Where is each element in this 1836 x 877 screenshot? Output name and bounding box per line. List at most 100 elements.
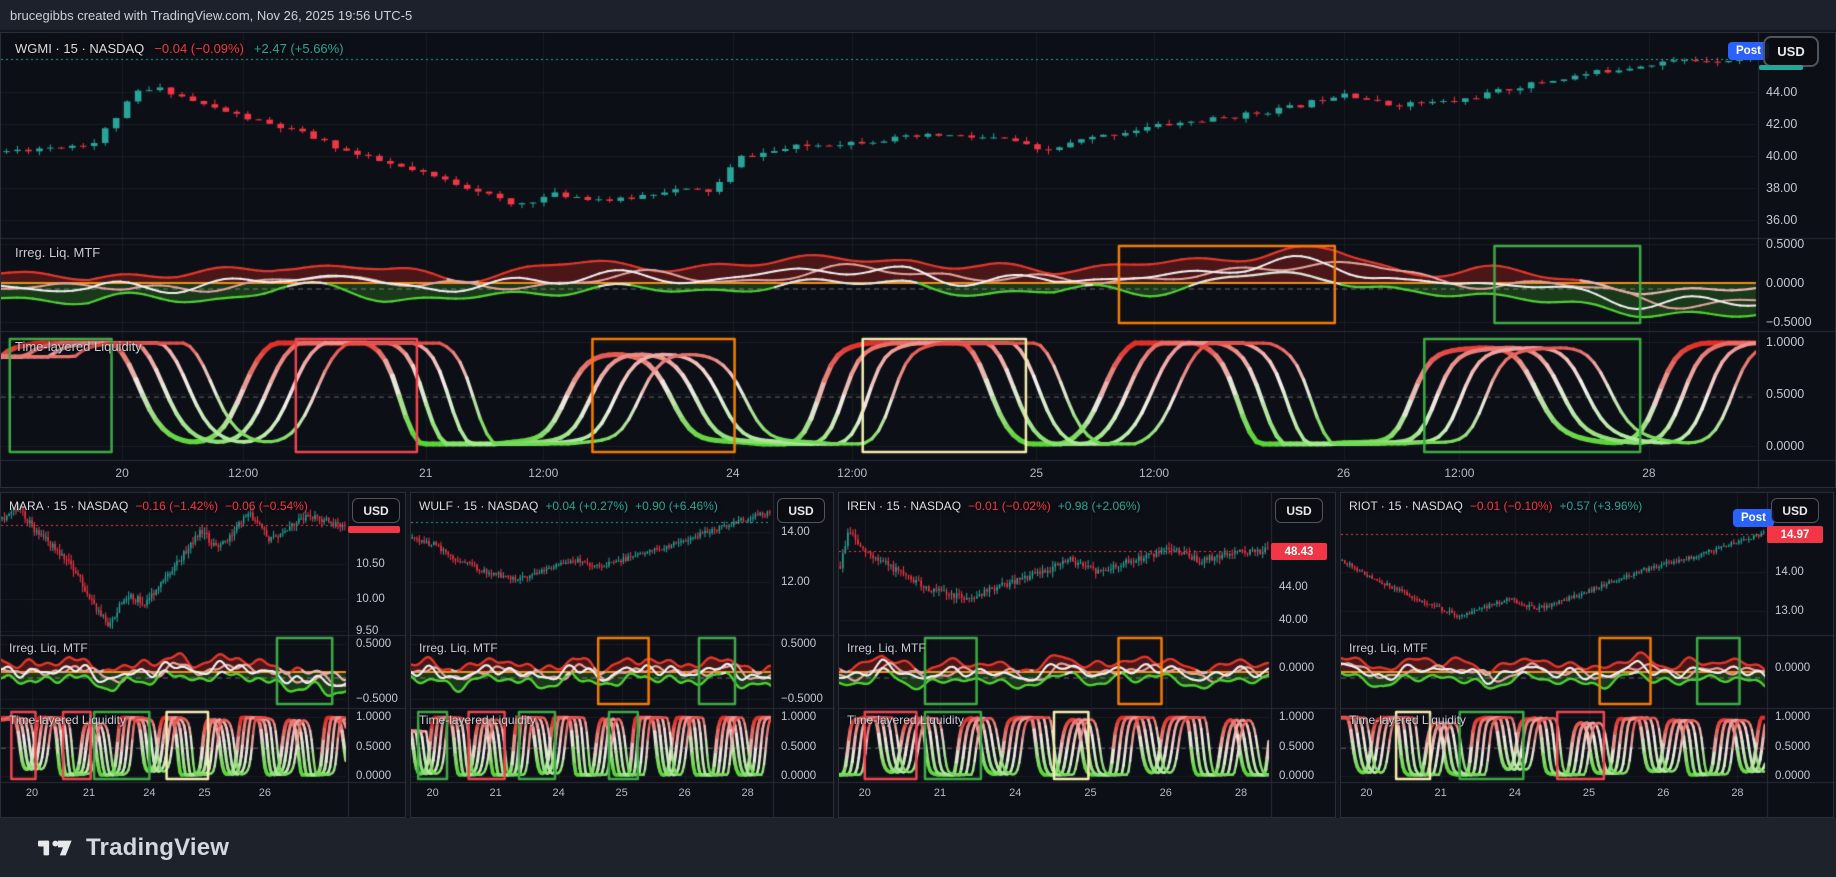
time-axis-label: 20: [1360, 787, 1373, 799]
iren-chart-canvas[interactable]: [839, 493, 1337, 819]
currency-button[interactable]: USD: [1771, 498, 1819, 523]
time-axis-label: 20: [426, 787, 439, 799]
price-axis-label: −0.5000: [1766, 315, 1812, 329]
change-day: +2.47 (+5.66%): [253, 41, 344, 56]
currency-button[interactable]: USD: [1275, 498, 1323, 523]
last-price-tag: 14.97: [1767, 526, 1823, 543]
indicator-label-irreg[interactable]: Irreg. Liq. MTF: [847, 641, 926, 655]
time-axis-label: 12:00: [837, 466, 868, 480]
last-price-tag: 48.43: [1271, 543, 1327, 560]
symbol-title[interactable]: RIOT · 15 · NASDAQ: [1349, 499, 1463, 513]
indicator-label-liq[interactable]: Time-layered Liquidity: [847, 713, 964, 727]
indicator-label-liq[interactable]: Time-layered Liquidity: [419, 713, 536, 727]
indicator-label-irreg[interactable]: Irreg. Liq. MTF: [1349, 641, 1428, 655]
price-axis-label: 1.0000: [356, 711, 392, 723]
indicator-label-liq[interactable]: Time-layered Liquidity: [1349, 713, 1466, 727]
time-axis-label: 25: [1029, 466, 1044, 480]
time-axis-label: 25: [1084, 787, 1097, 799]
price-axis-label: 0.5000: [356, 638, 392, 650]
time-axis-label: 21: [933, 787, 947, 799]
price-axis-label: 14.00: [1775, 566, 1804, 578]
price-axis-label: 0.5000: [1766, 237, 1805, 251]
price-axis-label: 44.00: [1766, 85, 1798, 99]
attribution-text: brucegibbs created with TradingView.com,…: [10, 7, 413, 23]
mini-chart-legend: MARA · 15 · NASDAQ −0.16 (−1.42%) −0.06 …: [9, 499, 308, 513]
indicator-label-liq[interactable]: Time-layered Liquidity: [9, 713, 126, 727]
price-axis-label: 12.00: [781, 576, 810, 588]
time-axis-label: 28: [1234, 787, 1248, 799]
currency-button[interactable]: USD: [352, 498, 400, 523]
price-axis-label: 0.5000: [1766, 387, 1805, 401]
last-price-tag: [1759, 65, 1803, 70]
symbol-title[interactable]: WGMI · 15 · NASDAQ: [15, 41, 145, 56]
indicator-label-liq[interactable]: Time-layered Liquidity: [15, 339, 142, 354]
mini-chart-legend: WULF · 15 · NASDAQ +0.04 (+0.27%) +0.90 …: [419, 499, 718, 513]
price-axis-label: 10.00: [356, 593, 385, 605]
time-axis-label: 28: [1642, 466, 1656, 480]
time-axis-label: 28: [741, 787, 754, 799]
time-axis-label: 21: [419, 466, 433, 480]
time-axis-label: 26: [1159, 787, 1172, 799]
price-axis-label: 0.0000: [1775, 662, 1811, 674]
symbol-title[interactable]: IREN · 15 · NASDAQ: [847, 499, 962, 513]
tradingview-logo[interactable]: TradingView: [38, 833, 229, 863]
price-axis-label: 0.0000: [1279, 662, 1315, 674]
price-axis-label: 0.5000: [781, 638, 817, 650]
price-axis-label: 0.5000: [1775, 741, 1811, 753]
time-axis-label: 25: [1582, 787, 1596, 799]
mini-chart-panel-riot: RIOT · 15 · NASDAQ −0.01 (−0.10%) +0.57 …: [1340, 492, 1835, 819]
change-session: −0.01 (−0.02%): [968, 499, 1051, 513]
price-axis-label: 9.50: [356, 625, 379, 637]
price-axis-label: 0.0000: [1766, 439, 1805, 453]
indicator-label-irreg[interactable]: Irreg. Liq. MTF: [15, 245, 101, 260]
price-axis-label: 1.0000: [1279, 711, 1315, 723]
indicator-label-irreg[interactable]: Irreg. Liq. MTF: [9, 641, 88, 655]
time-axis-label: 24: [726, 466, 740, 480]
tradingview-logo-text: TradingView: [86, 833, 230, 861]
time-axis-label: 26: [1336, 466, 1351, 480]
time-axis-label: 12:00: [1139, 466, 1170, 480]
price-axis-label: 10.50: [356, 558, 385, 570]
post-market-badge[interactable]: Post: [1733, 509, 1774, 527]
main-chart-legend: WGMI · 15 · NASDAQ −0.04 (−0.09%) +2.47 …: [15, 41, 344, 56]
time-axis-label: 26: [258, 787, 272, 799]
price-axis-label: 0.0000: [1766, 276, 1805, 290]
time-axis-label: 25: [198, 787, 211, 799]
price-axis-label: 14.00: [781, 526, 810, 538]
main-chart-panel: WGMI · 15 · NASDAQ −0.04 (−0.09%) +2.47 …: [0, 32, 1836, 489]
time-axis-label: 20: [858, 787, 871, 799]
price-axis-label: 0.5000: [781, 741, 817, 753]
symbol-title[interactable]: MARA · 15 · NASDAQ: [9, 499, 129, 513]
riot-chart-canvas[interactable]: [1341, 493, 1835, 819]
time-axis-label: 12:00: [1444, 466, 1475, 480]
time-axis-label: 26: [1657, 787, 1670, 799]
time-axis-label: 28: [1731, 787, 1744, 799]
price-axis-label: 0.0000: [781, 770, 817, 782]
indicator-label-irreg[interactable]: Irreg. Liq. MTF: [419, 641, 498, 655]
mara-chart-canvas[interactable]: [1, 493, 407, 819]
currency-button[interactable]: USD: [1763, 36, 1819, 67]
attribution-bar: brucegibbs created with TradingView.com,…: [0, 0, 1836, 30]
post-market-badge[interactable]: Post: [1728, 42, 1769, 60]
price-axis-label: 38.00: [1766, 181, 1798, 195]
symbol-title[interactable]: WULF · 15 · NASDAQ: [419, 499, 539, 513]
price-axis-label: 13.00: [1775, 605, 1804, 617]
change-session: −0.04 (−0.09%): [154, 41, 244, 56]
price-axis-label: 42.00: [1766, 117, 1798, 131]
price-axis-label: −0.5000: [356, 693, 398, 705]
time-axis-label: 21: [82, 787, 96, 799]
change-day: +0.90 (+6.46%): [635, 499, 718, 513]
mini-chart-panel-wulf: WULF · 15 · NASDAQ +0.04 (+0.27%) +0.90 …: [410, 492, 835, 819]
wgmi-chart-canvas[interactable]: [1, 33, 1836, 489]
price-axis-label: 0.0000: [356, 770, 392, 782]
time-axis-label: 21: [489, 787, 502, 799]
time-axis-label: 21: [1434, 787, 1447, 799]
wulf-chart-canvas[interactable]: [411, 493, 835, 819]
tradingview-logo-icon: [38, 840, 72, 855]
price-axis-label: 0.0000: [1775, 770, 1811, 782]
time-axis-label: 20: [25, 787, 39, 799]
mini-chart-panel-iren: IREN · 15 · NASDAQ −0.01 (−0.02%) +0.98 …: [838, 492, 1337, 819]
currency-button[interactable]: USD: [777, 498, 825, 523]
price-axis-label: 1.0000: [1775, 711, 1811, 723]
footer-bar: TradingView: [0, 818, 1836, 877]
